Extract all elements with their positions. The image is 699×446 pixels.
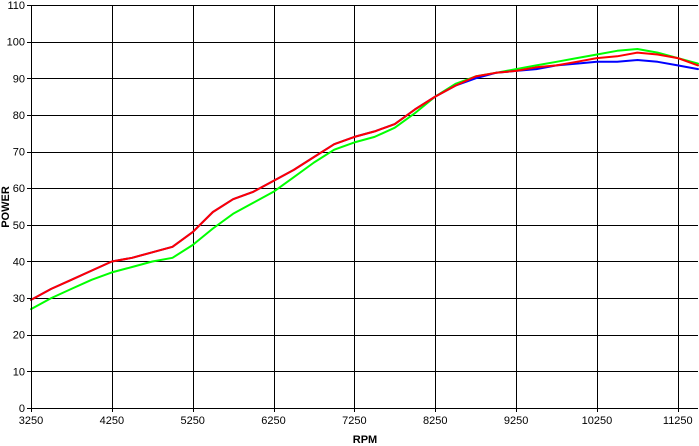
x-tick-label: 9250 [504,415,528,427]
x-tick-label: 3250 [19,415,43,427]
y-tick-label: 40 [13,256,25,268]
x-axis-title: RPM [353,434,377,446]
x-tick-label: 8250 [423,415,447,427]
y-tick-label: 30 [13,293,25,305]
x-tick-label: 7250 [342,415,366,427]
grid-lines [31,5,698,409]
y-tick-label: 110 [7,0,25,12]
y-tick-label: 60 [13,183,25,195]
y-tick-label: 20 [13,330,25,342]
y-tick-label: 10 [13,366,25,378]
y-tick-label: 70 [13,147,25,159]
series-line-2 [30,51,699,301]
y-tick-label: 80 [13,110,25,122]
axes [27,5,698,412]
y-tick-labels: 0 10 20 30 40 50 60 70 80 90 100 110 [7,0,25,415]
x-tick-label: 6250 [261,415,285,427]
data-series [30,48,699,311]
y-axis-title: POWER [0,186,12,228]
x-tick-label: 11250 [663,415,693,427]
x-tick-label: 10250 [582,415,613,427]
y-tick-label: 0 [19,403,25,415]
x-tick-labels: 3250 4250 5250 6250 7250 8250 9250 10250 11250 [19,415,693,427]
x-tick-label: 5250 [180,415,204,427]
y-tick-label: 90 [13,73,25,85]
x-tick-label: 4250 [100,415,124,427]
series-line-3 [30,48,699,311]
y-tick-label: 100 [7,37,25,49]
y-tick-label: 50 [13,220,25,232]
